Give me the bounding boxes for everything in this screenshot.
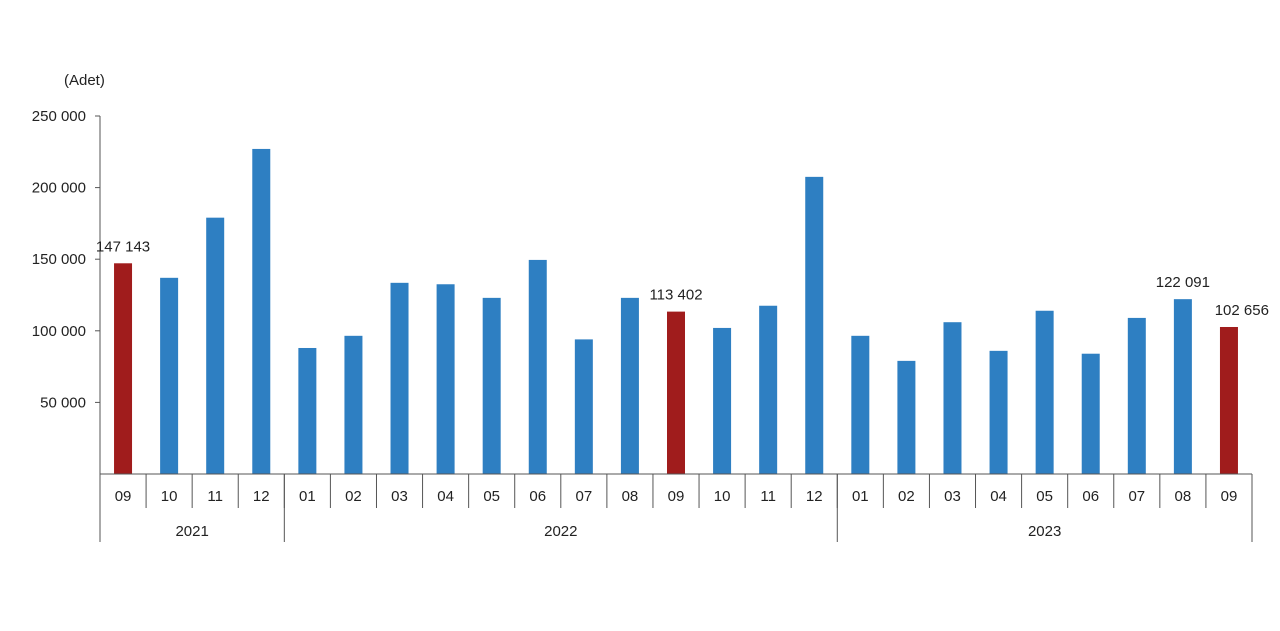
data-label: 113 402 — [649, 287, 702, 304]
year-label: 2021 — [175, 523, 208, 540]
x-tick-label: 09 — [1221, 488, 1238, 505]
bar — [620, 297, 639, 474]
bar — [851, 335, 870, 474]
x-tick-label: 01 — [852, 488, 869, 505]
x-tick-label: 06 — [529, 488, 546, 505]
data-label: 102 656 — [1215, 302, 1269, 319]
x-axis: 09 10 11 12 01 02 03 04 05 06 07 08 09 10 11 12 01 02 03 04… — [99, 473, 1253, 542]
bar — [667, 311, 685, 474]
data-label: 147 143 — [96, 238, 150, 255]
x-tick-label: 09 — [115, 488, 132, 505]
bar — [989, 350, 1008, 474]
bar — [344, 335, 363, 474]
bar — [114, 263, 133, 474]
year-label: 2022 — [544, 523, 577, 540]
y-tick-label: 200 000 — [32, 180, 86, 197]
x-tick-label: 03 — [391, 488, 408, 505]
bar — [805, 176, 824, 475]
x-tick-label: 11 — [760, 488, 776, 505]
bar — [943, 322, 962, 474]
y-tick-label: 250 000 — [32, 108, 86, 125]
x-tick-label: 08 — [1175, 488, 1192, 505]
bar — [160, 277, 179, 474]
x-tick-label: 12 — [806, 488, 823, 505]
bar — [390, 282, 409, 474]
y-tick-label: 50 000 — [40, 394, 86, 411]
bar — [528, 259, 547, 474]
x-tick-label: 06 — [1082, 488, 1099, 505]
data-label: 122 091 — [1156, 274, 1210, 291]
x-tick-label: 10 — [161, 488, 178, 505]
x-tick-label: 04 — [437, 488, 454, 505]
bar — [1173, 299, 1192, 474]
bars — [114, 148, 1238, 475]
y-tick-label: 100 000 — [32, 323, 86, 340]
x-tick-label: 05 — [483, 488, 500, 505]
bar — [436, 284, 455, 474]
bar — [298, 347, 317, 474]
x-tick-label: 05 — [1036, 488, 1053, 505]
x-tick-label: 08 — [622, 488, 639, 505]
bar — [1127, 317, 1146, 474]
x-tick-label: 07 — [575, 488, 592, 505]
y-axis-unit-label: (Adet) — [64, 72, 105, 89]
bar — [897, 360, 916, 474]
bar — [206, 217, 225, 474]
y-tick-label: 150 000 — [32, 251, 86, 268]
bar — [1081, 353, 1100, 474]
x-tick-label: 04 — [990, 488, 1007, 505]
x-tick-label: 10 — [714, 488, 731, 505]
x-tick-label: 09 — [668, 488, 685, 505]
x-tick-label: 07 — [1128, 488, 1145, 505]
bar — [1035, 310, 1054, 474]
data-labels: 147 143 113 402 122 091 102 656 — [96, 238, 1269, 319]
x-tick-label: 02 — [345, 488, 362, 505]
x-tick-label: 01 — [299, 488, 316, 505]
x-tick-label: 11 — [207, 488, 223, 505]
year-label: 2023 — [1028, 523, 1061, 540]
y-axis: 250 000 200 000 150 000 100 000 50 000 — [32, 108, 101, 474]
bar — [759, 305, 778, 474]
x-tick-label: 02 — [898, 488, 915, 505]
bar — [713, 327, 732, 474]
bar — [252, 148, 271, 474]
bar — [482, 297, 501, 474]
bar — [574, 339, 593, 474]
x-tick-label: 12 — [253, 488, 270, 505]
x-tick-label: 03 — [944, 488, 961, 505]
bar — [1219, 326, 1238, 474]
